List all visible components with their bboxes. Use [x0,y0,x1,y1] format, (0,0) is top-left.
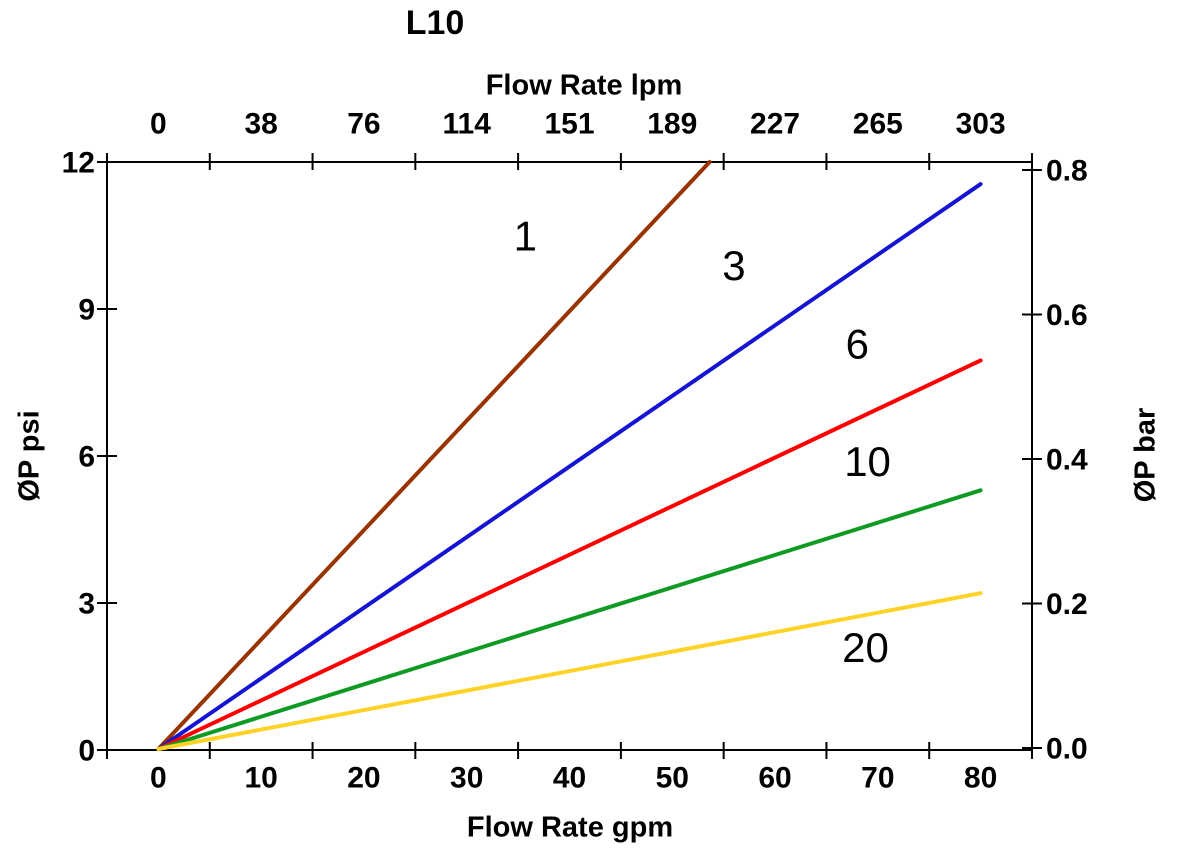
left-tick-label: 3 [78,588,95,621]
series-label-3: 3 [722,242,745,289]
series-line-10 [156,488,983,751]
top-tick-label: 114 [443,108,492,141]
series-line-1 [156,160,712,751]
series-line-20 [156,591,983,751]
right-tick-label: 0.8 [1046,155,1088,188]
top-axis-title: Flow Rate lpm [485,69,683,102]
top-tick-label: 303 [956,108,1006,141]
top-tick-label: 189 [647,108,697,141]
plot-frame [106,161,1033,751]
left-tick-label: 6 [78,441,95,474]
bottom-tick-label: 0 [150,762,167,795]
right-tick-label: 0.4 [1046,444,1088,477]
top-tick-label: 227 [750,108,800,141]
left-tick-label: 12 [62,147,95,180]
chart-title: L10 [405,4,465,42]
bottom-tick-label: 10 [244,762,277,795]
right-tick-label: 0.6 [1046,299,1088,332]
right-tick-label: 0.2 [1046,588,1088,621]
bottom-tick-label: 50 [656,762,689,795]
left-tick-label: 0 [78,735,95,768]
bottom-tick-label: 80 [964,762,997,795]
bottom-tick-label: 40 [553,762,586,795]
series-label-1: 1 [514,213,537,260]
right-tick-label: 0.0 [1046,733,1088,766]
top-tick-label: 0 [150,108,167,141]
series-label-10: 10 [844,438,891,485]
series-label-6: 6 [846,320,869,367]
left-tick-label: 9 [78,294,95,327]
series-line-6 [156,358,983,751]
series-line-3 [156,182,983,751]
bottom-tick-label: 60 [758,762,791,795]
bottom-tick-label: 20 [347,762,380,795]
top-tick-label: 38 [244,108,277,141]
top-tick-label: 76 [347,108,380,141]
series-label-20: 20 [842,624,889,671]
bottom-tick-label: 70 [861,762,894,795]
top-tick-label: 265 [853,108,903,141]
top-tick-label: 151 [544,108,594,141]
bottom-tick-label: 30 [450,762,483,795]
bottom-axis-title: Flow Rate gpm [466,811,674,844]
